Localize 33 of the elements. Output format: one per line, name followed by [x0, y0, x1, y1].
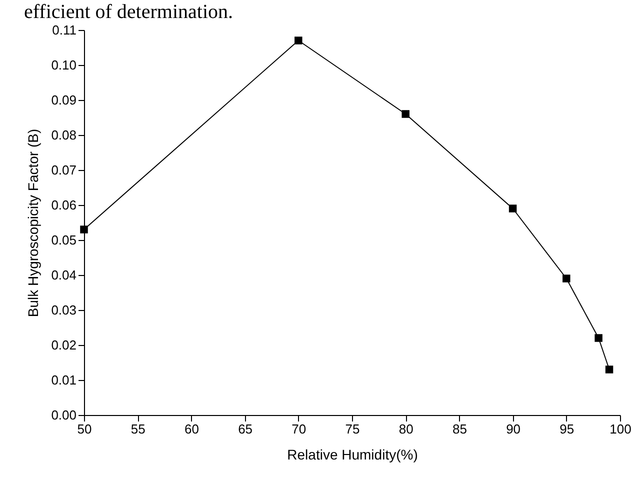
text: efficient of determination. — [24, 1, 233, 23]
x-tick-label: 75 — [345, 422, 360, 436]
point — [605, 366, 614, 374]
x-tick-label: 85 — [452, 422, 467, 436]
y-tick-label: 0.01 — [51, 372, 76, 388]
point — [294, 36, 302, 44]
x-tick-label: 50 — [77, 422, 92, 436]
x-tick-label: 95 — [560, 422, 574, 436]
point — [594, 334, 602, 342]
x-tick-label: 65 — [238, 422, 253, 436]
y-tick-label: 0.11 — [52, 22, 76, 38]
y-tick-label: 0.10 — [51, 58, 76, 72]
point — [508, 204, 517, 212]
y-tick-label: 0.07 — [51, 162, 76, 178]
y-tick-label: 0.05 — [51, 232, 76, 248]
x-tick-label: 100 — [610, 422, 631, 436]
x-tick-label: 55 — [130, 422, 146, 436]
y-tick-label: 0.08 — [51, 128, 76, 142]
y-tick-label: 0.02 — [51, 338, 76, 352]
y-tick-label: 0.00 — [51, 408, 76, 422]
y-axis-title: Bulk Hygroscopicity Factor (B) — [25, 128, 42, 318]
point — [402, 110, 410, 118]
x-tick-label: 90 — [506, 422, 521, 436]
point — [562, 274, 570, 282]
y-tick-label: 0.06 — [51, 198, 76, 212]
x-tick-label: 70 — [292, 422, 306, 436]
x-tick-label: 60 — [184, 422, 199, 436]
y-tick-label: 0.03 — [51, 302, 76, 318]
point — [80, 226, 88, 234]
y-tick-label: 0.09 — [51, 92, 76, 108]
x-tick-label: 80 — [398, 422, 414, 436]
y-tick-label: 0.04 — [51, 268, 76, 282]
x-axis-title: Relative Humidity(%) — [287, 446, 418, 462]
